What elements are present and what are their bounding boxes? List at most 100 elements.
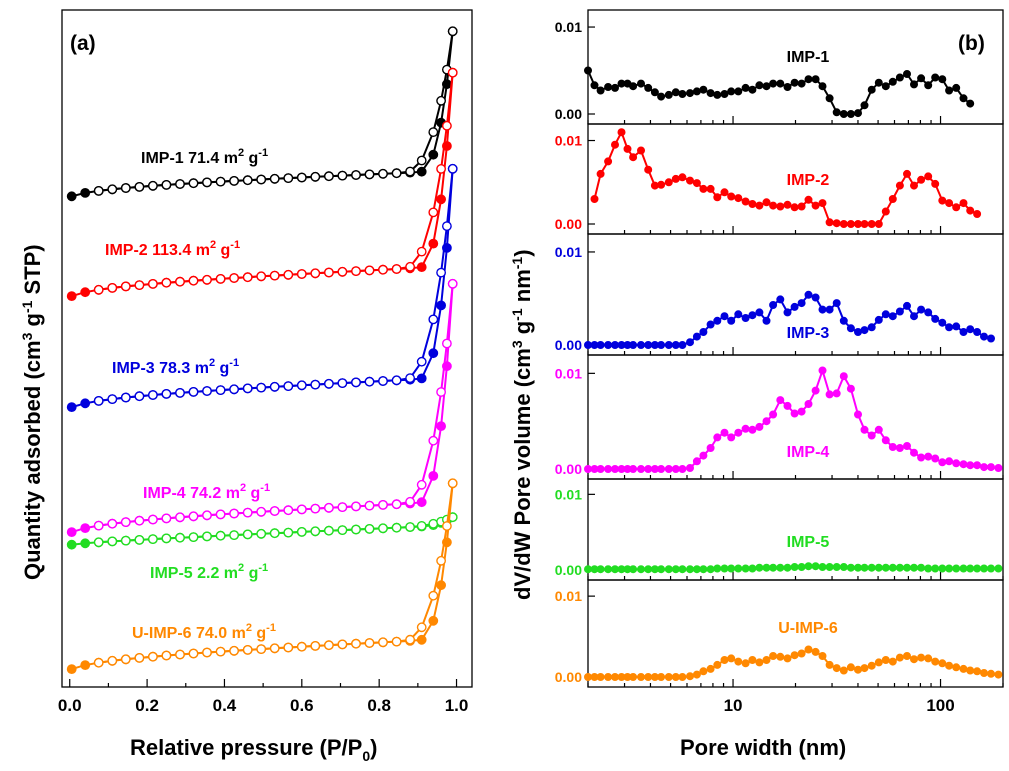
isotherm-point (447, 478, 458, 489)
isotherm-u-imp-6 (66, 478, 458, 674)
psd-point (769, 201, 778, 210)
isotherm-point (256, 528, 267, 539)
isotherm-point (416, 622, 427, 633)
psd-point (604, 673, 613, 682)
psd-point (762, 82, 771, 91)
psd-point (629, 464, 638, 473)
psd-point (713, 433, 722, 442)
isotherm-point (436, 194, 446, 205)
psd-point (910, 448, 919, 457)
psd-point (966, 666, 975, 675)
psd-point (811, 75, 820, 84)
psd-point (895, 181, 904, 190)
psd-point (881, 310, 890, 319)
isotherm-point (134, 515, 145, 526)
psd-point (959, 664, 968, 673)
psd-point (699, 184, 708, 193)
isotherm-point (93, 520, 104, 531)
psd-panel-imp-2: 0.00 0.01 IMP-2 (555, 123, 1004, 235)
isotherm-point (447, 278, 458, 289)
isotherm-point (337, 378, 348, 388)
isotherm-point (175, 387, 185, 398)
psd-point (776, 652, 785, 661)
isotherm-point (107, 394, 118, 404)
isotherm-point (310, 526, 321, 537)
psd-point (867, 219, 876, 228)
unit-end-sup: -1 (266, 622, 276, 634)
unit-end: g (215, 360, 229, 377)
psd-point (671, 88, 680, 97)
psd-point (637, 146, 646, 155)
panel-a-x-title: Relative pressure (P/P0) (130, 735, 377, 764)
psd-point (644, 165, 653, 174)
isotherm-point (323, 378, 334, 389)
psd-point (644, 673, 653, 682)
psd-label-imp-1: IMP-1 (787, 49, 830, 66)
psd-point (755, 308, 764, 317)
psd-point (980, 332, 989, 341)
unit-end-sup: -1 (230, 239, 240, 251)
psd-point (637, 673, 646, 682)
isotherm-point (378, 264, 388, 275)
psd-point (903, 301, 912, 310)
isotherm-point (93, 185, 104, 196)
psd-point (644, 340, 653, 349)
isotherm-point (323, 525, 334, 536)
psd-point (748, 199, 757, 208)
isotherm-point (242, 529, 253, 540)
isotherm-point (215, 273, 226, 284)
isotherm-label-imp-4: IMP-4 74.2 m2 g-1 (143, 482, 270, 502)
psd-point (776, 396, 785, 405)
psd-point (776, 79, 785, 88)
psd-point (686, 565, 695, 574)
psd-point (818, 366, 827, 375)
isotherm-point (134, 280, 145, 290)
psd-point (832, 664, 841, 673)
isotherm-point (229, 384, 240, 395)
panel-a-y-title: Quantity adsorbed (cm3 g-1 STP) (19, 244, 45, 580)
isotherm-point (120, 535, 131, 546)
psd-point (741, 313, 750, 322)
psd-point (917, 175, 926, 184)
psd-point (959, 460, 968, 469)
psd-point (804, 75, 813, 84)
isotherm-point (364, 638, 375, 648)
psd-point (657, 464, 666, 473)
psd-point (762, 656, 771, 665)
psd-point (910, 181, 919, 190)
isotherm-point (391, 375, 402, 386)
isotherm-point (337, 170, 348, 181)
isotherm-point (188, 178, 199, 189)
isotherm-point (93, 284, 104, 295)
psd-point (692, 332, 701, 341)
psd-panel-imp-3: 0.00 0.01 IMP-3 (555, 233, 1004, 356)
psd-point (762, 563, 771, 572)
panel-b-label: (b) (958, 32, 985, 55)
isotherm-point (428, 590, 439, 601)
psd-point (945, 661, 954, 670)
psd-point (966, 325, 975, 334)
isotherm-point (283, 269, 294, 280)
y-tick-label: 0.01 (555, 133, 582, 149)
psd-point (895, 73, 904, 82)
psd-point (629, 673, 638, 682)
psd-point (903, 441, 912, 450)
isotherm-point (161, 277, 172, 288)
isotherm-point (188, 511, 199, 522)
psd-point (917, 453, 926, 462)
isotherm-point (256, 644, 267, 654)
isotherm-point (391, 636, 402, 647)
y-tick-label: 0.01 (555, 244, 582, 260)
psd-point (804, 562, 813, 571)
psd-panel-u-imp-6: 0.00 0.01 U-IMP-6 (555, 579, 1004, 688)
psd-point (699, 451, 708, 460)
psd-point (720, 188, 729, 197)
isotherm-point (161, 179, 172, 190)
isotherm-point (283, 527, 294, 538)
isotherm-point (364, 265, 375, 276)
psd-point (596, 673, 605, 682)
isotherm-point (323, 640, 334, 651)
psd-point (783, 654, 792, 663)
psd-point (755, 422, 764, 431)
psd-point (931, 454, 940, 463)
